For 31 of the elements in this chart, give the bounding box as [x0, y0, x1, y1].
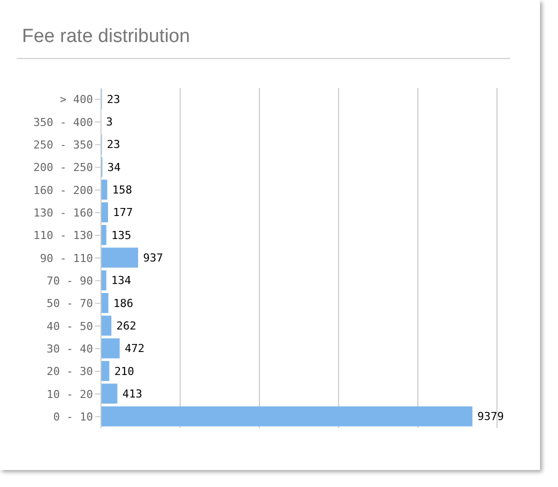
data-label: 34: [107, 160, 121, 174]
y-tick-label: 40 - 50: [46, 320, 93, 333]
y-tick-label: 160 - 200: [33, 184, 93, 197]
data-label: 472: [124, 342, 145, 356]
y-tick-label: 90 - 110: [40, 252, 93, 265]
y-tick-label: 50 - 70: [46, 297, 93, 310]
data-label: 134: [111, 274, 132, 288]
data-label: 186: [113, 296, 134, 310]
y-tick-label: 130 - 160: [33, 206, 93, 220]
data-label: 262: [116, 320, 136, 333]
y-tick-label: 10 - 20: [46, 388, 93, 401]
data-label: 23: [106, 138, 120, 152]
y-tick-label: 20 - 30: [46, 365, 93, 378]
data-label: 937: [143, 252, 163, 265]
data-label: 9379: [477, 410, 504, 424]
y-tick-label: 70 - 90: [46, 274, 93, 288]
chart-title: Fee rate distribution: [22, 26, 190, 48]
y-tick-label: 250 - 350: [33, 138, 93, 152]
data-label: 413: [122, 388, 142, 401]
y-tick-label: > 400: [60, 93, 93, 106]
data-label: 158: [112, 184, 132, 197]
y-tick-label: 30 - 40: [46, 342, 93, 356]
y-tick-label: 110 - 130: [33, 229, 93, 242]
data-label: 3: [106, 116, 113, 129]
y-tick-label: 350 - 400: [33, 116, 93, 129]
data-label: 177: [113, 206, 133, 220]
data-label: 210: [114, 364, 134, 378]
y-tick-label: 0 - 10: [53, 410, 93, 424]
data-label: 135: [111, 228, 132, 242]
y-tick-label: 200 - 250: [33, 161, 93, 174]
data-label: 23: [106, 92, 120, 106]
